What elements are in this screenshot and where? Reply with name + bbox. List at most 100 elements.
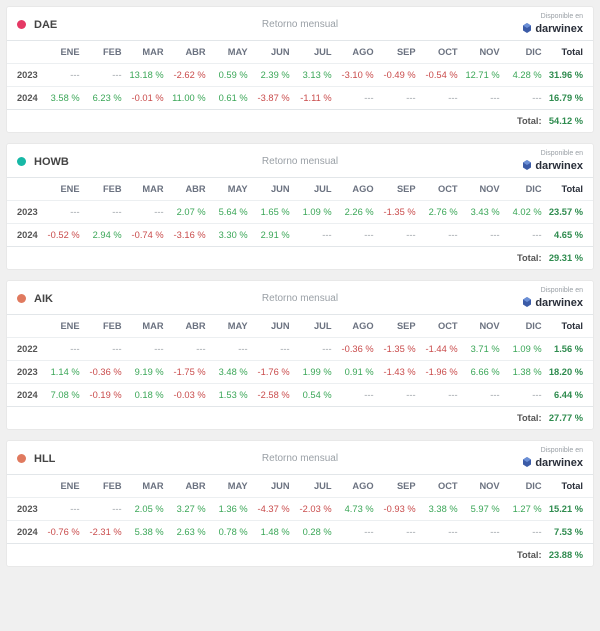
col-oct: OCT — [419, 315, 461, 338]
cell: -3.16 % — [167, 224, 209, 247]
cell: -3.10 % — [335, 64, 377, 87]
row-year: 2023 — [7, 498, 41, 521]
cell: --- — [125, 338, 167, 361]
cell: --- — [41, 201, 83, 224]
cell: 0.91 % — [335, 361, 377, 384]
col-abr: ABR — [167, 178, 209, 201]
cell: 3.43 % — [461, 201, 503, 224]
row-total: 6.44 % — [545, 384, 593, 407]
cell: --- — [125, 201, 167, 224]
col-oct: OCT — [419, 41, 461, 64]
cell: -1.96 % — [419, 361, 461, 384]
cell: -1.44 % — [419, 338, 461, 361]
return-card-aik: AIKRetorno mensualDisponible endarwinexE… — [6, 280, 594, 430]
col-ago: AGO — [335, 475, 377, 498]
table-row: 2023------2.05 %3.27 %1.36 %-4.37 %-2.03… — [7, 498, 593, 521]
cell: --- — [335, 384, 377, 407]
grand-total-value: 29.31 % — [545, 247, 593, 270]
col-oct: OCT — [419, 475, 461, 498]
cell: --- — [209, 338, 251, 361]
cell: --- — [503, 87, 545, 110]
table-row: 20231.14 %-0.36 %9.19 %-1.75 %3.48 %-1.7… — [7, 361, 593, 384]
card-header: HLL Retorno mensual Disponible endarwinex — [7, 441, 593, 474]
col-may: MAY — [209, 178, 251, 201]
col-jul: JUL — [293, 315, 335, 338]
ticker-dot — [17, 454, 26, 463]
col-mar: MAR — [125, 41, 167, 64]
col-total: Total — [545, 41, 593, 64]
cell: -1.43 % — [377, 361, 419, 384]
grand-total-value: 23.88 % — [545, 544, 593, 567]
row-total: 16.79 % — [545, 87, 593, 110]
grand-total-row: Total:27.77 % — [7, 407, 593, 430]
cell: --- — [293, 224, 335, 247]
cell: --- — [41, 498, 83, 521]
ticker-dot — [17, 157, 26, 166]
cell: -0.03 % — [167, 384, 209, 407]
col-sep: SEP — [377, 315, 419, 338]
cell: -0.74 % — [125, 224, 167, 247]
col-jul: JUL — [293, 178, 335, 201]
cell: --- — [251, 338, 293, 361]
cell: 3.13 % — [293, 64, 335, 87]
cell: 11.00 % — [167, 87, 209, 110]
brand-badge[interactable]: Disponible endarwinex — [521, 150, 583, 173]
col-feb: FEB — [83, 475, 125, 498]
cell: --- — [335, 521, 377, 544]
row-total: 23.57 % — [545, 201, 593, 224]
cell: --- — [335, 87, 377, 110]
row-year: 2022 — [7, 338, 41, 361]
cell: 3.27 % — [167, 498, 209, 521]
cell: 0.59 % — [209, 64, 251, 87]
col-may: MAY — [209, 315, 251, 338]
cell: 3.38 % — [419, 498, 461, 521]
cell: 3.48 % — [209, 361, 251, 384]
cell: -0.76 % — [41, 521, 83, 544]
cell: 1.48 % — [251, 521, 293, 544]
returns-table: ENEFEBMARABRMAYJUNJULAGOSEPOCTNOVDICTota… — [7, 314, 593, 429]
col-sep: SEP — [377, 475, 419, 498]
cell: --- — [41, 64, 83, 87]
col-ago: AGO — [335, 178, 377, 201]
cell: 0.54 % — [293, 384, 335, 407]
table-row: 20243.58 %6.23 %-0.01 %11.00 %0.61 %-3.8… — [7, 87, 593, 110]
cell: --- — [83, 64, 125, 87]
cell: 1.65 % — [251, 201, 293, 224]
col-jul: JUL — [293, 475, 335, 498]
row-year: 2024 — [7, 224, 41, 247]
ticker-symbol[interactable]: HOWB — [34, 156, 69, 168]
col-abr: ABR — [167, 315, 209, 338]
cell: --- — [83, 498, 125, 521]
cell: --- — [461, 87, 503, 110]
col-jun: JUN — [251, 315, 293, 338]
ticker-symbol[interactable]: HLL — [34, 453, 55, 465]
grand-total-row: Total:54.12 % — [7, 110, 593, 133]
ticker-symbol[interactable]: DAE — [34, 19, 57, 31]
cell: 13.18 % — [125, 64, 167, 87]
col-ene: ENE — [41, 41, 83, 64]
cell: -1.75 % — [167, 361, 209, 384]
ticker-symbol[interactable]: AIK — [34, 293, 53, 305]
table-row: 2023---------2.07 %5.64 %1.65 %1.09 %2.2… — [7, 201, 593, 224]
cell: 12.71 % — [461, 64, 503, 87]
cell: --- — [419, 521, 461, 544]
cell: 3.71 % — [461, 338, 503, 361]
table-row: 2024-0.76 %-2.31 %5.38 %2.63 %0.78 %1.48… — [7, 521, 593, 544]
card-subtitle: Retorno mensual — [262, 453, 338, 464]
col-ago: AGO — [335, 315, 377, 338]
cell: 1.09 % — [503, 338, 545, 361]
cell: 4.02 % — [503, 201, 545, 224]
cell: 2.76 % — [419, 201, 461, 224]
cell: --- — [335, 224, 377, 247]
cell: 2.26 % — [335, 201, 377, 224]
row-year: 2024 — [7, 521, 41, 544]
brand-badge[interactable]: Disponible endarwinex — [521, 13, 583, 36]
grand-total-label: Total: — [503, 544, 545, 567]
row-year: 2024 — [7, 87, 41, 110]
table-row: 20247.08 %-0.19 %0.18 %-0.03 %1.53 %-2.5… — [7, 384, 593, 407]
col-abr: ABR — [167, 475, 209, 498]
brand-badge[interactable]: Disponible endarwinex — [521, 447, 583, 470]
brand-badge[interactable]: Disponible endarwinex — [521, 287, 583, 310]
cell: -2.62 % — [167, 64, 209, 87]
cell: 3.58 % — [41, 87, 83, 110]
